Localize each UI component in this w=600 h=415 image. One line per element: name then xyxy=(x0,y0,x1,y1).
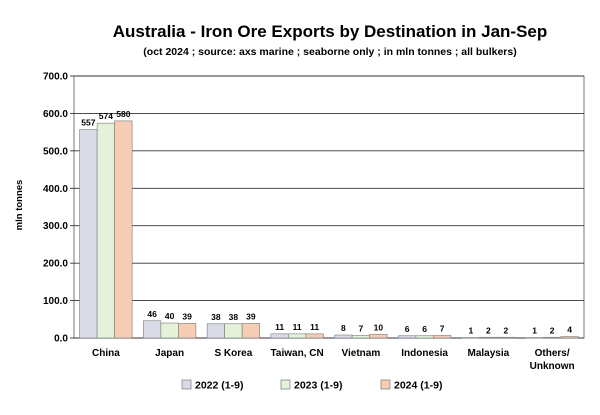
bar xyxy=(178,323,197,339)
y-tick-label: 0.0 xyxy=(54,334,68,345)
y-tick-label: 200.0 xyxy=(43,259,68,270)
bar xyxy=(433,335,452,339)
data-label: 1 xyxy=(532,326,537,336)
data-label: 2 xyxy=(504,325,509,335)
bar xyxy=(334,334,353,339)
bar xyxy=(415,335,434,339)
x-tick-label: Japan xyxy=(155,348,184,359)
data-label: 38 xyxy=(211,312,221,322)
x-tick-label: China xyxy=(92,348,120,359)
bar xyxy=(160,322,179,339)
data-label: 7 xyxy=(440,323,445,333)
y-tick-label: 100.0 xyxy=(43,296,68,307)
data-label: 6 xyxy=(405,324,410,334)
data-label: 2 xyxy=(550,325,555,335)
data-label: 580 xyxy=(116,109,130,119)
bar xyxy=(96,122,115,339)
data-label: 1 xyxy=(469,326,474,336)
data-label: 11 xyxy=(275,322,284,332)
data-label: 39 xyxy=(182,311,192,321)
legend-label: 2024 (1-9) xyxy=(394,380,442,392)
data-label: 11 xyxy=(310,322,319,332)
data-label: 39 xyxy=(246,311,256,321)
bar xyxy=(288,333,307,339)
chart-title: Australia - Iron Ore Exports by Destinat… xyxy=(113,22,548,41)
legend-swatch xyxy=(280,379,291,390)
chart-subtitle: (oct 2024 ; source: axs marine ; seaborn… xyxy=(143,46,516,58)
y-tick-label: 300.0 xyxy=(43,221,68,232)
bar xyxy=(496,336,515,339)
y-tick-label: 700.0 xyxy=(43,72,68,83)
x-tick-label: Unknown xyxy=(530,361,575,372)
bar xyxy=(241,323,260,339)
bar xyxy=(525,337,544,339)
x-tick-label: Taiwan, CN xyxy=(271,348,324,359)
bar xyxy=(479,336,498,339)
bar xyxy=(270,333,289,339)
data-label: 7 xyxy=(359,323,364,333)
x-tick-label: Indonesia xyxy=(401,348,448,359)
legend-label: 2022 (1-9) xyxy=(195,380,243,392)
legend-swatch xyxy=(380,379,391,390)
bar xyxy=(114,120,133,339)
bar xyxy=(206,323,225,339)
data-label: 8 xyxy=(341,323,346,333)
y-tick-label: 400.0 xyxy=(43,184,68,195)
data-label: 557 xyxy=(81,118,95,128)
data-label: 574 xyxy=(99,111,113,121)
data-label: 38 xyxy=(229,312,239,322)
legend-label: 2023 (1-9) xyxy=(294,380,342,392)
bar xyxy=(143,320,162,339)
x-tick-label: Vietnam xyxy=(342,348,381,359)
data-label: 2 xyxy=(486,325,491,335)
data-label: 46 xyxy=(147,309,157,319)
bar xyxy=(224,323,243,339)
y-tick-label: 500.0 xyxy=(43,146,68,157)
bar xyxy=(305,333,324,339)
plot-area xyxy=(73,75,585,339)
bar xyxy=(560,336,579,339)
x-tick-label: Malaysia xyxy=(468,348,510,359)
data-label: 4 xyxy=(567,325,572,335)
data-label: 11 xyxy=(293,322,302,332)
data-label: 40 xyxy=(165,311,175,321)
bar xyxy=(398,335,417,339)
bar xyxy=(543,336,562,339)
bar xyxy=(351,335,370,339)
bar xyxy=(369,333,388,339)
y-tick-label: 600.0 xyxy=(43,109,68,120)
data-label: 10 xyxy=(374,322,384,332)
bar xyxy=(461,337,480,339)
legend-swatch xyxy=(181,379,192,390)
x-tick-label: S Korea xyxy=(214,348,252,359)
data-label: 6 xyxy=(422,324,427,334)
y-axis-label: mln tonnes xyxy=(14,180,25,231)
bar xyxy=(79,129,98,339)
x-tick-label: Others/ xyxy=(535,348,570,359)
